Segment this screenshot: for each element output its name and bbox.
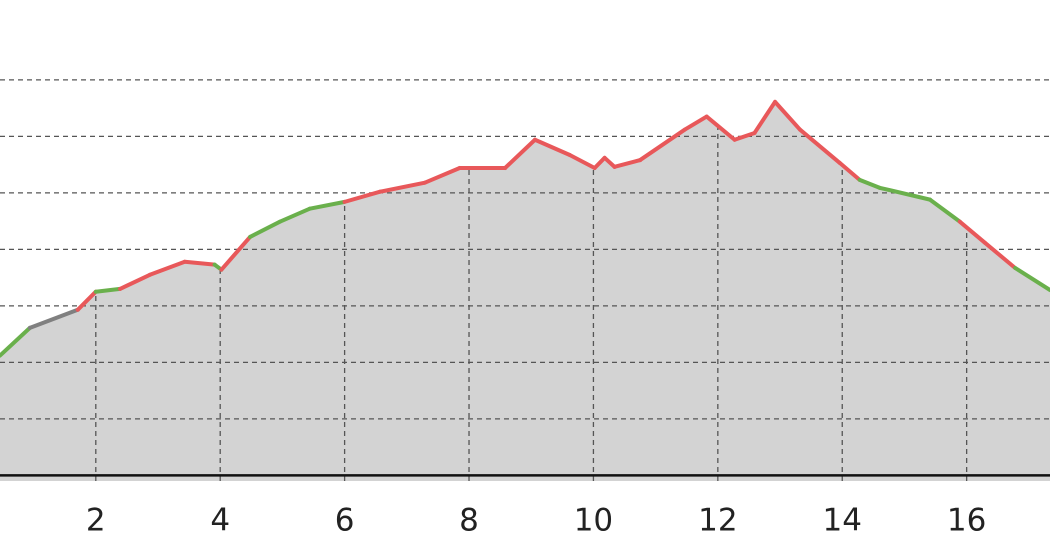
profile-segment <box>638 127 687 163</box>
profile-segment <box>857 177 882 190</box>
profile-segment <box>837 160 862 182</box>
profile-segment <box>219 234 253 272</box>
profile-segment <box>248 219 282 239</box>
profile-segment <box>422 165 462 185</box>
x-tick-label: 4 <box>210 503 230 539</box>
profile-segment <box>797 127 842 165</box>
profile-segment <box>0 325 32 358</box>
profile-segment <box>75 289 98 312</box>
profile-segment <box>704 114 737 142</box>
x-tick-label: 12 <box>698 503 737 539</box>
profile-segment <box>877 185 932 202</box>
profile-segment <box>182 259 217 267</box>
profile-segment <box>27 307 80 330</box>
profile-segment <box>602 155 617 169</box>
profile-segment <box>592 155 607 170</box>
profile-segment <box>957 219 987 245</box>
profile-segment <box>982 240 1018 270</box>
profile-segment <box>307 199 347 211</box>
area-fill <box>0 101 1050 481</box>
profile-segment <box>927 197 962 224</box>
profile-segment <box>277 206 312 224</box>
profile-segment <box>567 152 597 170</box>
profile-segment <box>612 158 643 169</box>
profile-segment <box>503 137 537 170</box>
profile-segment <box>773 99 802 132</box>
profile-segment <box>752 99 778 135</box>
x-tick-label: 10 <box>574 503 613 539</box>
profile-segment <box>682 114 709 132</box>
profile-segment <box>732 130 757 142</box>
x-tick-label: 16 <box>947 503 986 539</box>
profile-segment <box>147 259 187 277</box>
x-tick-label: 6 <box>335 503 355 539</box>
profile-segment <box>1013 265 1050 293</box>
profile-segment <box>93 286 123 294</box>
profile-segment <box>118 272 152 291</box>
x-tick-label: 2 <box>86 503 106 539</box>
x-tick-label: 8 <box>459 503 479 539</box>
profile-segment <box>378 180 427 194</box>
x-tick-label: 14 <box>823 503 862 539</box>
profile-segment <box>532 137 572 157</box>
profile-segment <box>342 189 383 204</box>
